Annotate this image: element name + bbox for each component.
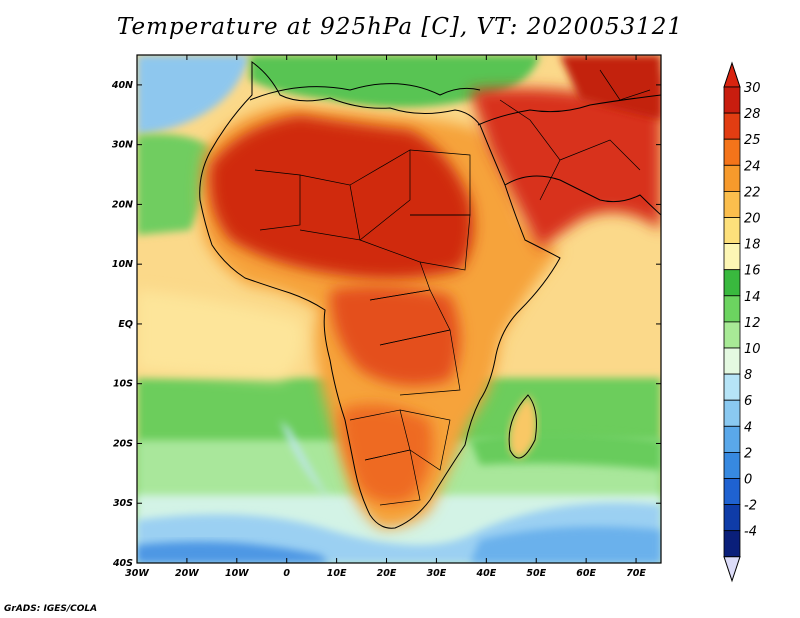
credit-text: GrADS: IGES/COLA (4, 604, 98, 614)
colorbar-label: 0 (744, 473, 752, 488)
colorbar-swatch (723, 269, 741, 297)
colorbar-label: 18 (744, 238, 761, 253)
colorbar-top-arrow (723, 61, 741, 88)
lon-tick-label: 10W (225, 568, 249, 579)
colorbar-label: 20 (744, 212, 761, 227)
colorbar-swatch (723, 425, 741, 453)
lon-tick-label: 20E (377, 568, 397, 579)
colorbar-swatch (723, 373, 741, 401)
lat-tick-label: 30S (113, 498, 133, 509)
colorbar-label: 2 (744, 446, 752, 461)
colorbar-swatch (723, 217, 741, 245)
colorbar-label: 28 (744, 107, 761, 122)
colorbar-swatch (723, 295, 741, 323)
plot-frame (136, 54, 662, 564)
colorbar-label: 16 (744, 264, 761, 279)
temperature-field (137, 55, 661, 563)
colorbar-bottom-arrow (723, 556, 741, 583)
lon-tick-label: 0 (283, 568, 290, 579)
lat-tick-label: 40N (111, 80, 133, 91)
colorbar-label: 22 (744, 185, 761, 200)
colorbar-swatch (723, 321, 741, 349)
colorbar-label: 12 (744, 316, 761, 331)
lon-tick-label: 30W (125, 568, 149, 579)
lon-tick-label: 70E (626, 568, 646, 579)
country-borders (254, 69, 651, 506)
colorbar-label: -2 (744, 499, 757, 514)
lat-tick-label: 20N (112, 199, 133, 210)
colorbar-label: -4 (744, 525, 757, 540)
colorbar-swatch (723, 530, 741, 558)
coastlines (199, 61, 661, 529)
colorbar-swatch (723, 243, 741, 271)
axis-ticks: 30W 20W 10W 0 10E 20E 30E 40E 50E 60E 70E 40N 30N 20N… (111, 55, 661, 579)
lon-tick-label: 10E (327, 568, 347, 579)
colorbar-swatch (723, 112, 741, 140)
lon-tick-label: 40E (475, 568, 496, 579)
colorbar-swatch (723, 138, 741, 166)
lat-tick-label: EQ (118, 319, 133, 330)
colorbar-swatch (723, 190, 741, 218)
colorbar-swatch (723, 86, 741, 114)
colorbar-swatch (723, 504, 741, 532)
colorbar-swatch (723, 347, 741, 375)
lon-tick-label: 60E (576, 568, 596, 579)
colorbar-swatch (723, 451, 741, 479)
colorbar-label: 30 (744, 81, 761, 96)
colorbar-label: 6 (744, 394, 752, 409)
lat-tick-label: 20S (113, 438, 133, 449)
lat-tick-label: 40S (112, 558, 133, 569)
colorbar-swatch (723, 478, 741, 506)
colorbar-swatch (723, 164, 741, 192)
colorbar-label: 14 (744, 290, 761, 305)
map-title: Temperature at 925hPa [C], VT: 202005312… (116, 14, 684, 40)
lat-tick-label: 10S (113, 379, 133, 390)
lat-tick-label: 30N (112, 140, 133, 151)
colorbar-label: 8 (744, 368, 752, 383)
lon-tick-label: 50E (526, 568, 546, 579)
colorbar-label: 24 (744, 159, 761, 174)
colorbar-label: 25 (744, 133, 761, 148)
lon-tick-label: 20W (175, 568, 199, 579)
lat-tick-label: 10N (112, 259, 133, 270)
colorbar-swatch (723, 399, 741, 427)
colorbar-label: 10 (744, 342, 761, 357)
lon-tick-label: 30E (427, 568, 447, 579)
colorbar-label: 4 (744, 420, 752, 435)
